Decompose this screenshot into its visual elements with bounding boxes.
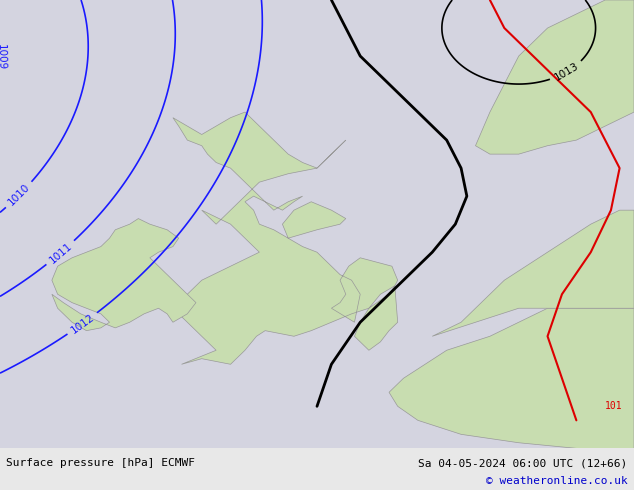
Text: Surface pressure [hPa] ECMWF: Surface pressure [hPa] ECMWF — [6, 458, 195, 468]
Text: 101: 101 — [605, 401, 623, 411]
Polygon shape — [476, 0, 634, 154]
Text: 1012: 1012 — [68, 312, 96, 335]
Polygon shape — [173, 112, 398, 364]
Polygon shape — [432, 210, 634, 336]
Polygon shape — [52, 219, 196, 331]
Text: 1011: 1011 — [47, 241, 74, 265]
Text: Sa 04-05-2024 06:00 UTC (12+66): Sa 04-05-2024 06:00 UTC (12+66) — [418, 458, 628, 468]
Text: 1010: 1010 — [6, 182, 32, 208]
Polygon shape — [389, 308, 634, 448]
Text: © weatheronline.co.uk: © weatheronline.co.uk — [486, 476, 628, 486]
Text: 1013: 1013 — [553, 61, 580, 83]
Text: 1009: 1009 — [0, 44, 6, 71]
